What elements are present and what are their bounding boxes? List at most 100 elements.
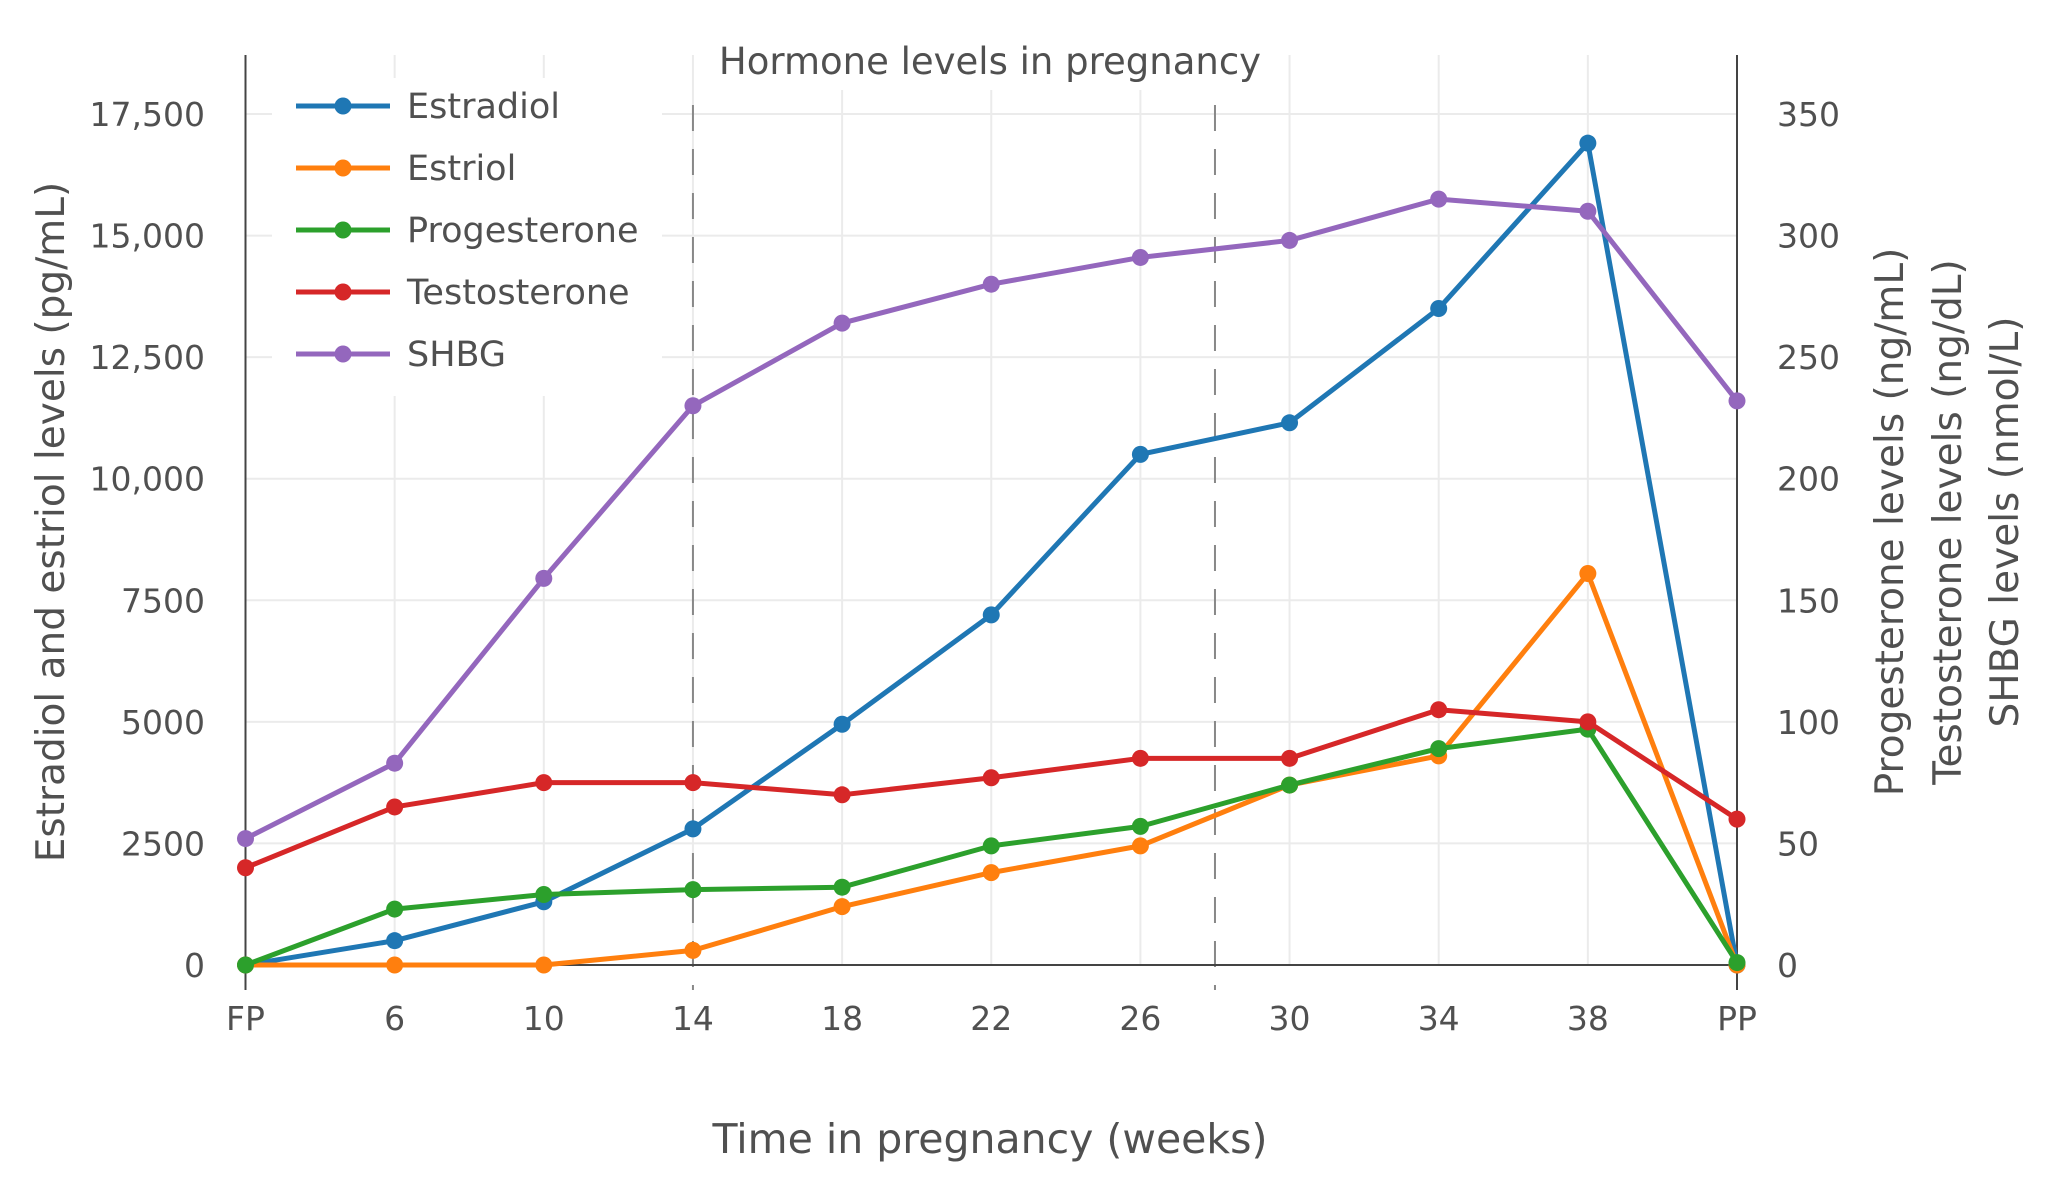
legend-swatch-marker [334, 283, 352, 301]
series-shbg [237, 190, 1746, 848]
x-tick-label: 6 [384, 999, 405, 1038]
progesterone-point [1131, 817, 1149, 835]
progesterone-point [684, 881, 702, 899]
legend-swatch-marker [334, 159, 352, 177]
progesterone-point [535, 885, 553, 903]
right-y-tick-label: 150 [1777, 581, 1840, 620]
x-tick-label: 22 [970, 999, 1012, 1038]
testosterone-point [1728, 810, 1746, 828]
testosterone-point [1131, 749, 1149, 767]
trimester-dividers [691, 105, 1216, 990]
shbg-point [535, 569, 553, 587]
progesterone-point [237, 956, 254, 974]
shbg-point [982, 275, 1000, 293]
right-y-tick-label: 300 [1777, 217, 1840, 256]
estriol-point [1579, 565, 1597, 583]
right-y-tick-label: 200 [1777, 460, 1840, 499]
x-tick-label: 34 [1418, 999, 1460, 1038]
estradiol-point [833, 715, 851, 733]
series-layer [237, 134, 1746, 974]
shbg-point [386, 754, 404, 772]
testosterone-point [982, 769, 1000, 787]
progesterone-point [1728, 954, 1746, 972]
legend-item-estradiol: Estradiol [296, 87, 560, 127]
legend-item-estriol: Estriol [296, 149, 516, 189]
axes: FP 6 10 14 18 22 26 30 34 38 PP 0 0 2500 50 5000 100 7500… [90, 55, 1840, 1038]
legend-item-progesterone: Progesterone [296, 211, 639, 251]
right-y-tick-label: 250 [1777, 338, 1840, 377]
testosterone-point [1579, 713, 1597, 731]
left-y-tick-label: 17,500 [90, 95, 205, 134]
x-tick-label: 30 [1269, 999, 1311, 1038]
series-testosterone [237, 701, 1746, 877]
progesterone-point [386, 900, 404, 918]
estriol-point [535, 956, 553, 974]
estriol-point [684, 941, 702, 959]
legend-item-testosterone: Testosterone [296, 273, 630, 313]
left-y-tick-label: 10,000 [90, 460, 205, 499]
shbg-point [237, 830, 254, 848]
right-axis-title-testosterone: Testosterone levels (ng/dL) [1926, 259, 1971, 785]
grid [245, 55, 1737, 965]
series-progesterone [237, 720, 1746, 974]
legend-swatch-marker [334, 97, 352, 115]
estradiol-point [1131, 445, 1149, 463]
x-tick-label: 10 [523, 999, 565, 1038]
estradiol-point [982, 606, 1000, 624]
legend-swatch-marker [334, 221, 352, 239]
legend-label: Estriol [407, 149, 516, 189]
legend-label: SHBG [407, 335, 506, 375]
estriol-point [1131, 837, 1149, 855]
legend-item-shbg: SHBG [296, 335, 506, 375]
left-y-tick-label: 7500 [121, 581, 205, 620]
x-tick-label: PP [1717, 999, 1757, 1038]
right-y-tick-label: 0 [1777, 946, 1798, 985]
legend: Estradiol Estriol Progesterone Testosterone… [296, 87, 639, 375]
testosterone-point [386, 798, 404, 816]
testosterone-point [237, 859, 254, 877]
right-y-tick-label: 350 [1777, 95, 1840, 134]
shbg-point [1728, 392, 1746, 410]
estradiol-point [386, 932, 404, 950]
shbg-point [684, 397, 702, 415]
testosterone-point [535, 774, 553, 792]
testosterone-point [1281, 749, 1299, 767]
x-tick-label: 18 [821, 999, 863, 1038]
legend-background [272, 78, 662, 396]
left-axis-title: Estradiol and estriol levels (pg/mL) [29, 182, 74, 862]
progesterone-point [1430, 740, 1448, 758]
estriol-point [833, 898, 851, 916]
shbg-point [1430, 190, 1448, 208]
left-y-tick-label: 15,000 [90, 217, 205, 256]
legend-label: Estradiol [407, 87, 560, 127]
chart-title: Hormone levels in pregnancy [719, 40, 1261, 83]
x-tick-label: 38 [1567, 999, 1609, 1038]
right-axis-title-progesterone: Progesterone levels (ng/mL) [1868, 248, 1913, 797]
testosterone-point [833, 786, 851, 804]
x-tick-label: 14 [672, 999, 714, 1038]
estriol-point [386, 956, 404, 974]
left-y-tick-label: 12,500 [90, 338, 205, 377]
estradiol-point [1579, 134, 1597, 152]
right-y-tick-label: 100 [1777, 703, 1840, 742]
legend-label: Testosterone [406, 273, 630, 313]
shbg-point [1131, 248, 1149, 266]
shbg-point [1579, 202, 1597, 220]
series-estradiol [237, 134, 1746, 974]
progesterone-point [833, 878, 851, 896]
testosterone-point [684, 774, 702, 792]
estriol-point [982, 864, 1000, 882]
estradiol-point [1281, 414, 1299, 432]
title-background [700, 35, 1285, 90]
shbg-point [833, 314, 851, 332]
progesterone-point [1281, 776, 1299, 794]
shbg-point [1281, 231, 1299, 249]
testosterone-point [1430, 701, 1448, 719]
legend-swatch-marker [334, 345, 352, 363]
right-y-tick-label: 50 [1777, 824, 1819, 863]
x-tick-label: 26 [1119, 999, 1161, 1038]
left-y-tick-label: 0 [184, 946, 205, 985]
estradiol-point [684, 820, 702, 838]
legend-label: Progesterone [407, 211, 639, 251]
